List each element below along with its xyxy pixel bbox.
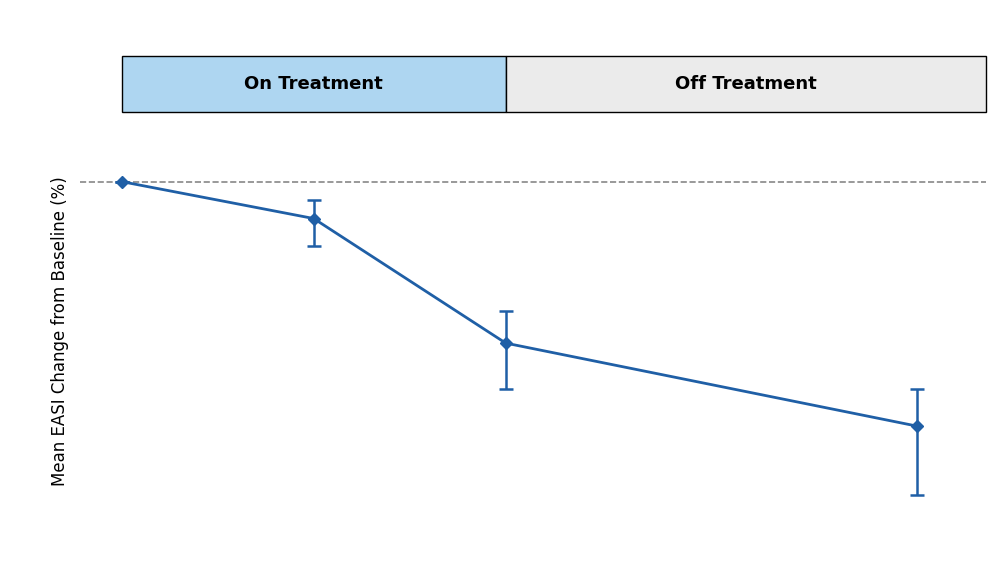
Text: Off Treatment: Off Treatment xyxy=(675,75,817,93)
Text: On Treatment: On Treatment xyxy=(244,75,383,93)
Y-axis label: Mean EASI Change from Baseline (%): Mean EASI Change from Baseline (%) xyxy=(51,176,69,487)
